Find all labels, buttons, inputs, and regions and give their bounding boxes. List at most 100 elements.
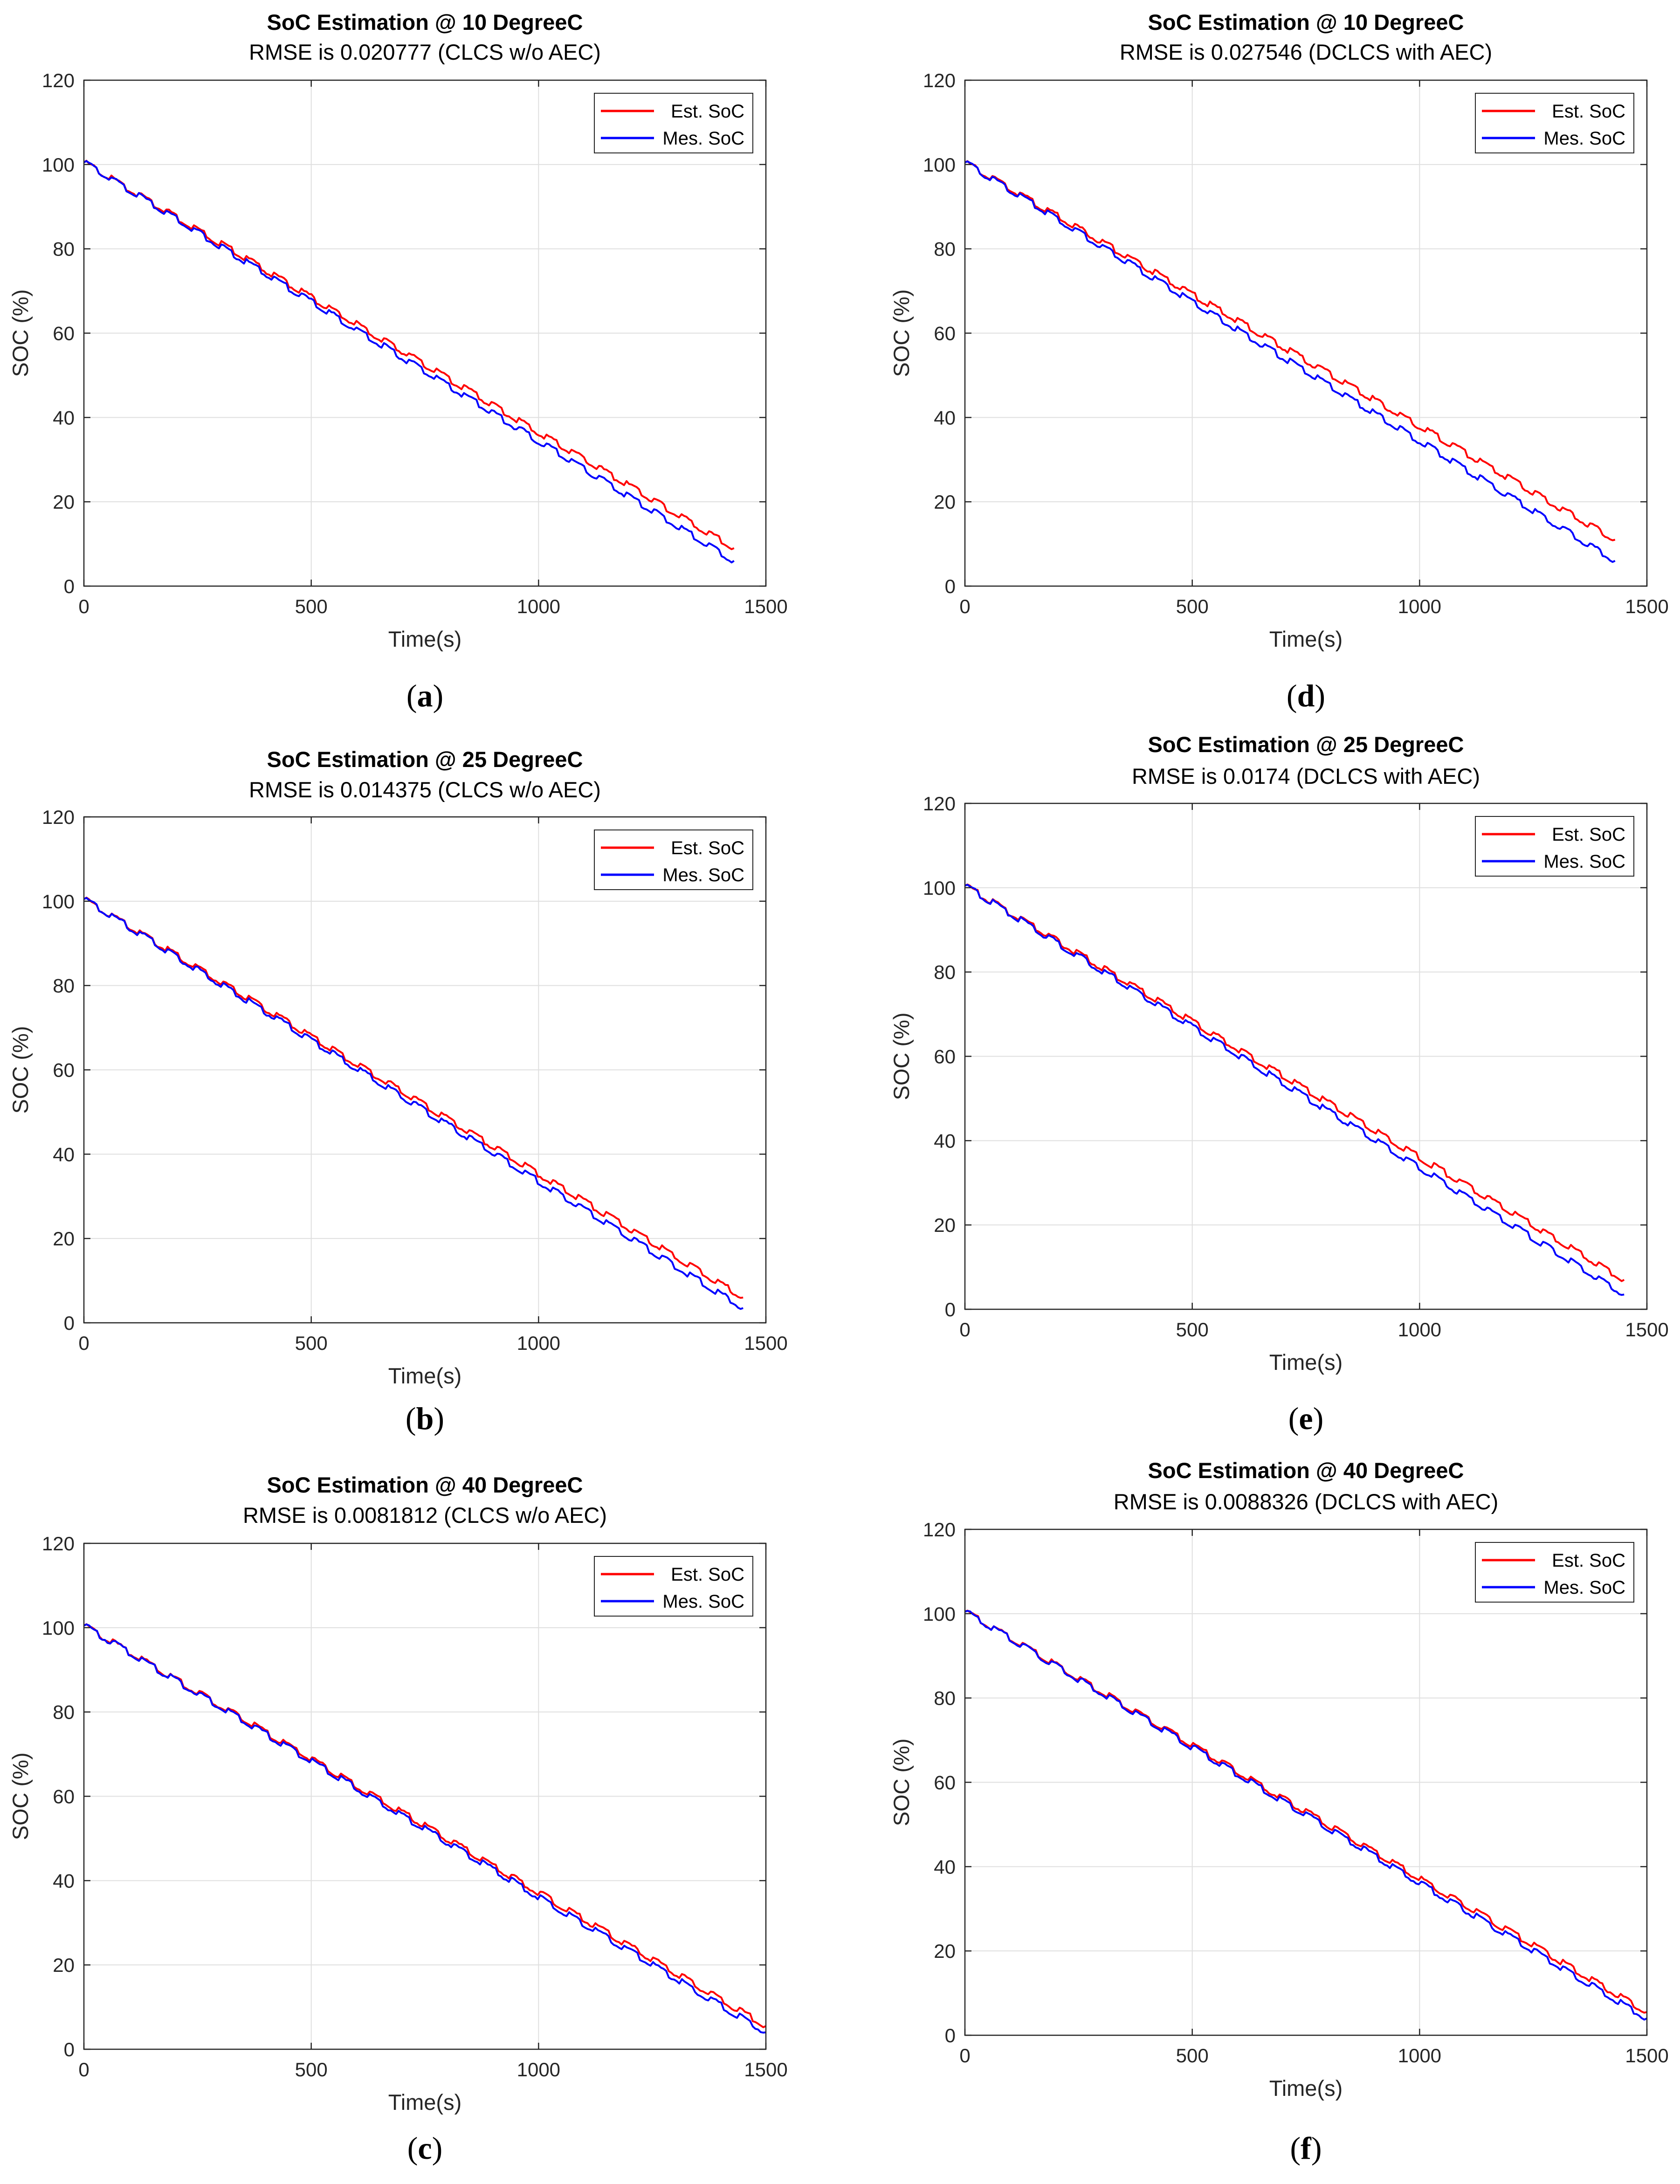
x-tick-label: 0 (78, 595, 89, 617)
caption-paren: ) (432, 2130, 443, 2166)
y-tick-label: 20 (934, 491, 956, 513)
y-tick-label: 20 (53, 1954, 75, 1976)
x-tick-label: 500 (1176, 1319, 1209, 1341)
y-tick-label: 20 (53, 1228, 75, 1250)
chart-panel-b: SoC Estimation @ 25 DegreeC RMSE is 0.014… (8, 747, 788, 1436)
y-tick-label: 120 (42, 806, 75, 828)
y-tick-label: 40 (934, 1130, 956, 1152)
caption-paren: ) (433, 678, 444, 713)
y-tick-label: 60 (53, 323, 75, 345)
legend: Est. SoC Mes. SoC (1475, 1542, 1634, 1603)
series-line-mes-soc (83, 160, 735, 564)
y-tick-label: 0 (64, 2039, 75, 2060)
y-tick-label: 40 (53, 1143, 75, 1165)
legend: Est. SoC Mes. SoC (1475, 93, 1634, 153)
y-axis-label: SOC (%) (8, 1026, 33, 1114)
caption-paren: ) (1315, 678, 1325, 713)
panel-caption: (f) (1290, 2130, 1322, 2166)
legend-label: Mes. SoC (1543, 851, 1625, 872)
y-tick-label: 100 (923, 1603, 956, 1625)
caption-paren: ( (406, 1401, 416, 1436)
y-tick-label: 0 (945, 575, 956, 597)
x-tick-label: 1000 (1398, 2045, 1441, 2067)
y-tick-label: 120 (42, 69, 75, 91)
legend-label: Mes. SoC (1543, 128, 1625, 149)
series-line-est-soc (964, 883, 1625, 1282)
x-tick-label: 500 (1176, 2045, 1209, 2067)
y-axis-label: SOC (%) (8, 1753, 33, 1840)
legend-label: Est. SoC (1552, 101, 1625, 122)
panel-caption: (b) (406, 1401, 444, 1436)
legend: Est. SoC Mes. SoC (594, 829, 753, 890)
x-tick-label: 0 (78, 1332, 89, 1354)
series-line-est-soc (83, 159, 735, 550)
panel-caption: (e) (1288, 1401, 1324, 1436)
x-tick-label: 0 (959, 2045, 970, 2067)
legend-label: Mes. SoC (1543, 1577, 1625, 1598)
caption-letter: a (417, 678, 433, 713)
x-axis-label: Time(s) (388, 1363, 462, 1388)
caption-paren: ( (406, 678, 417, 713)
y-tick-label: 40 (934, 1856, 956, 1878)
x-tick-label: 1500 (1625, 1319, 1668, 1341)
x-tick-label: 1500 (744, 595, 787, 617)
chart-title: SoC Estimation @ 40 DegreeC (267, 1472, 583, 1497)
panel-caption: (d) (1287, 678, 1325, 713)
legend-label: Est. SoC (671, 101, 744, 122)
y-tick-label: 80 (934, 1687, 956, 1709)
y-tick-label: 100 (42, 1617, 75, 1639)
legend-label: Mes. SoC (662, 128, 744, 149)
legend-label: Mes. SoC (662, 865, 744, 885)
x-tick-label: 0 (959, 1319, 970, 1341)
y-tick-label: 60 (934, 1046, 956, 1068)
chart-subtitle: RMSE is 0.0174 (DCLCS with AEC) (1132, 764, 1480, 788)
chart-panel-e: SoC Estimation @ 25 DegreeC RMSE is 0.017… (889, 732, 1669, 1436)
caption-paren: ( (1290, 2130, 1301, 2166)
caption-paren: ( (1288, 1401, 1299, 1436)
caption-paren: ) (1313, 1401, 1324, 1436)
y-tick-label: 100 (42, 891, 75, 912)
legend-box (594, 93, 753, 153)
series-line-est-soc (83, 897, 744, 1299)
legend-label: Mes. SoC (662, 1591, 744, 1612)
series-line-est-soc (964, 160, 1616, 541)
x-axis-label: Time(s) (1269, 1350, 1343, 1375)
legend: Est. SoC Mes. SoC (594, 1556, 753, 1617)
y-tick-label: 80 (934, 238, 956, 260)
y-axis-label: SOC (%) (889, 1013, 914, 1100)
chart-subtitle: RMSE is 0.027546 (DCLCS with AEC) (1120, 40, 1492, 64)
y-axis-label: SOC (%) (889, 1739, 914, 1826)
y-tick-label: 20 (934, 1940, 956, 1962)
chart-panel-f: SoC Estimation @ 40 DegreeC RMSE is 0.008… (889, 1458, 1669, 2166)
legend-box (594, 1556, 753, 1617)
panel-caption: (a) (406, 678, 443, 713)
chart-subtitle: RMSE is 0.0081812 (CLCS w/o AEC) (243, 1503, 607, 1527)
y-tick-label: 120 (923, 69, 956, 91)
legend-box (594, 829, 753, 890)
series-line-mes-soc (83, 1623, 766, 2034)
caption-letter: c (418, 2130, 432, 2166)
x-tick-label: 1000 (517, 595, 560, 617)
chart-title: SoC Estimation @ 10 DegreeC (267, 10, 583, 35)
caption-letter: f (1301, 2130, 1312, 2166)
legend: Est. SoC Mes. SoC (594, 93, 753, 153)
y-tick-label: 100 (42, 154, 75, 176)
caption-paren: ) (434, 1401, 444, 1436)
y-tick-label: 20 (53, 491, 75, 513)
y-tick-label: 40 (934, 407, 956, 429)
chart-panel-a: SoC Estimation @ 10 DegreeC RMSE is 0.020… (8, 10, 788, 713)
y-tick-label: 0 (64, 575, 75, 597)
x-tick-label: 1000 (517, 2059, 560, 2080)
y-tick-label: 40 (53, 1870, 75, 1892)
panel-caption: (c) (407, 2130, 443, 2166)
series-line-mes-soc (964, 884, 1625, 1296)
legend-box (1475, 816, 1634, 877)
y-tick-label: 120 (923, 1519, 956, 1541)
chart-title: SoC Estimation @ 10 DegreeC (1148, 10, 1464, 35)
chart-panel-d: SoC Estimation @ 10 DegreeC RMSE is 0.027… (889, 10, 1669, 713)
y-tick-label: 120 (923, 793, 956, 815)
x-tick-label: 500 (1176, 595, 1209, 617)
caption-paren: ( (1287, 678, 1297, 713)
y-tick-label: 20 (934, 1214, 956, 1236)
